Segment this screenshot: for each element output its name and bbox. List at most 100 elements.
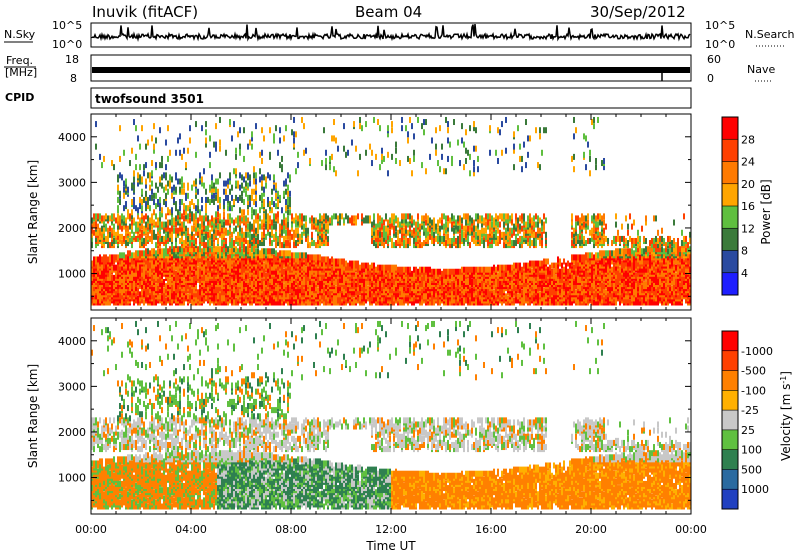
- heatmap-cell: [121, 293, 123, 300]
- heatmap-cell: [347, 215, 349, 222]
- heatmap-cell: [361, 213, 363, 220]
- freq-tick-bottom: 8: [70, 72, 77, 85]
- heatmap-cell: [267, 260, 269, 267]
- heatmap-cell: [223, 188, 225, 195]
- heatmap-cell: [159, 196, 161, 203]
- heatmap-cell: [355, 215, 357, 222]
- heatmap-cell: [197, 199, 199, 206]
- heatmap-cell: [257, 248, 259, 255]
- heatmap-cell: [245, 256, 247, 263]
- heatmap-cell: [179, 217, 181, 224]
- heatmap-cell: [413, 227, 415, 234]
- heatmap-cell: [271, 276, 273, 283]
- heatmap-cell: [155, 258, 157, 265]
- heatmap-cell: [157, 266, 159, 273]
- heatmap-cell: [169, 174, 171, 181]
- heatmap-cell: [275, 203, 277, 210]
- heatmap-cell: [407, 287, 409, 294]
- heatmap-cell: [201, 235, 203, 242]
- heatmap-cell: [379, 215, 381, 222]
- heatmap-cell: [273, 174, 275, 181]
- heatmap-cell: [227, 254, 229, 261]
- heatmap-cell: [203, 297, 205, 304]
- heatmap-cell: [345, 151, 347, 158]
- heatmap-cell: [183, 209, 185, 216]
- heatmap-cell: [231, 194, 233, 201]
- heatmap-cell: [201, 176, 203, 183]
- heatmap-cell: [391, 237, 393, 244]
- heatmap-cell: [153, 199, 155, 206]
- heatmap-cell: [133, 231, 135, 238]
- heatmap-cell: [217, 229, 219, 236]
- heatmap-cell: [267, 266, 269, 273]
- heatmap-cell: [133, 252, 135, 259]
- heatmap-cell: [279, 194, 281, 201]
- heatmap-cell: [113, 274, 115, 281]
- heatmap-cell: [255, 172, 257, 179]
- heatmap-cell: [95, 256, 97, 263]
- heatmap-cell: [229, 172, 231, 179]
- heatmap-cell: [187, 246, 189, 253]
- heatmap-cell: [323, 127, 325, 134]
- heatmap-cell: [145, 221, 147, 228]
- heatmap-cell: [395, 215, 397, 222]
- heatmap-cell: [141, 176, 143, 183]
- heatmap-cell: [243, 281, 245, 288]
- heatmap-cell: [139, 196, 141, 203]
- heatmap-cell: [119, 215, 121, 222]
- heatmap-cell: [381, 147, 383, 154]
- heatmap-cell: [261, 174, 263, 181]
- heatmap-cell: [373, 213, 375, 220]
- heatmap-cell: [283, 235, 285, 242]
- heatmap-cell: [157, 285, 159, 292]
- heatmap-cell: [127, 209, 129, 216]
- heatmap-cell: [227, 213, 229, 220]
- heatmap-cell: [393, 242, 395, 249]
- heatmap-cell: [213, 266, 215, 273]
- heatmap-cell: [343, 145, 345, 152]
- heatmap-cell: [241, 190, 243, 197]
- heatmap-cell: [289, 209, 291, 216]
- heatmap-cell: [207, 215, 209, 222]
- heatmap-cell: [401, 266, 403, 273]
- heatmap-cell: [137, 135, 139, 142]
- heatmap-cell: [379, 264, 381, 271]
- heatmap-cell: [305, 266, 307, 273]
- heatmap-cell: [235, 180, 237, 187]
- heatmap-cell: [283, 283, 285, 290]
- heatmap-cell: [211, 192, 213, 199]
- heatmap-cell: [153, 192, 155, 199]
- heatmap-cell: [227, 283, 229, 290]
- heatmap-cell: [229, 242, 231, 249]
- heatmap-cell: [249, 233, 251, 240]
- heatmap-cell: [211, 233, 213, 240]
- heatmap-cell: [283, 190, 285, 197]
- heatmap-cell: [137, 221, 139, 228]
- heatmap-cell: [143, 250, 145, 257]
- heatmap-cell: [151, 262, 153, 269]
- heatmap-cell: [271, 268, 273, 275]
- heatmap-cell: [237, 240, 239, 247]
- nsky-label: N.Sky: [4, 28, 36, 41]
- heatmap-cell: [167, 207, 169, 214]
- heatmap-cell: [101, 240, 103, 247]
- heatmap-cell: [103, 254, 105, 261]
- heatmap-cell: [139, 203, 141, 210]
- noise-left-tick-top: 10^5: [52, 19, 82, 32]
- heatmap-cell: [379, 164, 381, 171]
- heatmap-cell: [377, 119, 379, 126]
- heatmap-cell: [219, 246, 221, 253]
- heatmap-cell: [183, 279, 185, 286]
- heatmap-cell: [115, 264, 117, 271]
- heatmap-cell: [201, 215, 203, 222]
- heatmap-cell: [247, 217, 249, 224]
- heatmap-cell: [211, 186, 213, 193]
- heatmap-cell: [171, 207, 173, 214]
- heatmap-cell: [149, 235, 151, 242]
- heatmap-cell: [329, 155, 331, 162]
- heatmap-cell: [291, 233, 293, 240]
- heatmap-cell: [243, 287, 245, 294]
- heatmap-cell: [195, 186, 197, 193]
- heatmap-cell: [169, 291, 171, 298]
